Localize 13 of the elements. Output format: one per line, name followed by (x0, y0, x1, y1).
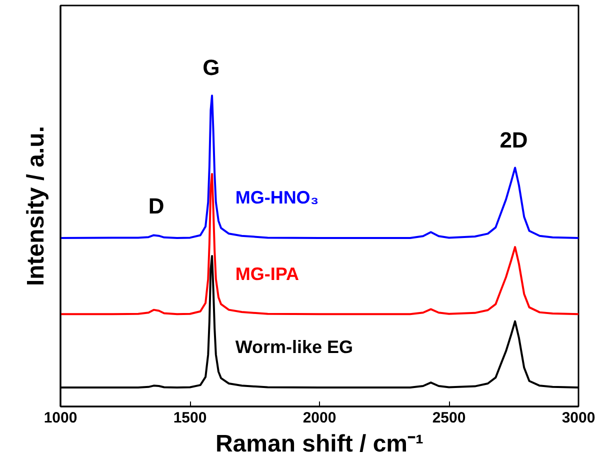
x-tick-label: 1000 (44, 410, 78, 426)
series-label: MG-HNO₃ (235, 188, 319, 208)
annotation: D (148, 194, 164, 218)
x-tick-label: 2500 (432, 410, 466, 426)
x-tick-label: 2000 (302, 410, 336, 426)
y-axis-title: Intensity / a.u. (22, 126, 50, 286)
text: G (202, 55, 220, 80)
series-label: Worm-like EG (235, 337, 354, 358)
annotation: 2D (500, 127, 528, 152)
x-axis-title: Raman shift / cm⁻¹ (215, 430, 424, 458)
series-label: MG-IPA (235, 264, 299, 284)
x-tick-label: 3000 (562, 410, 596, 426)
x-tick-label: 1500 (173, 410, 207, 426)
